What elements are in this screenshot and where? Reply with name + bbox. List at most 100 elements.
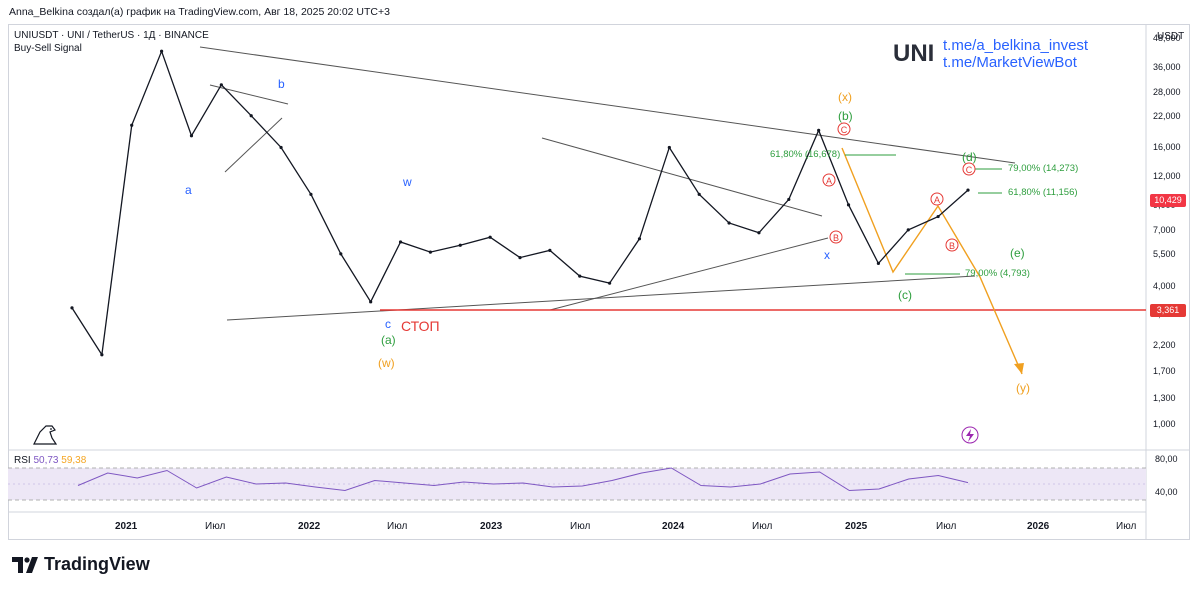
time-axis-label: 2022 (298, 521, 321, 532)
price-tick-label: 28,000 (1153, 86, 1181, 97)
wave-paren-a-label: (a) (381, 333, 396, 347)
price-point (130, 123, 134, 127)
time-axis-label: 2024 (662, 521, 685, 532)
tradingview-logo-text: TradingView (44, 554, 150, 574)
price-point (339, 252, 343, 256)
price-point (846, 203, 851, 207)
price-point (398, 240, 403, 244)
price-tick-label: 7,000 (1153, 224, 1176, 235)
price-point (578, 274, 582, 278)
price-point (787, 197, 791, 202)
chart-frame[interactable] (8, 24, 1190, 540)
wave-c-label: c (385, 317, 391, 331)
projection-arrowhead (1014, 363, 1024, 374)
price-series (70, 49, 970, 357)
wave-b-label: b (278, 77, 285, 91)
price-tick-label: 4,000 (1153, 280, 1176, 291)
rsi-tick-80: 80,00 (1155, 454, 1178, 464)
price-point (160, 49, 164, 53)
time-axis-label: 2021 (115, 521, 138, 532)
price-point (936, 214, 940, 219)
wave-a-label: a (185, 183, 192, 197)
circle-b-label: B (833, 233, 839, 243)
price-point (966, 188, 970, 192)
rsi-line (77, 467, 969, 492)
price-point (727, 221, 731, 225)
circle-c2-label: C (966, 165, 973, 175)
mid-lower-trendline (549, 237, 829, 311)
lightning-icon[interactable] (961, 426, 979, 444)
wave-paren-w-label: (w) (378, 356, 395, 370)
chart-caption: Anna_Belkina создал(а) график на Trading… (9, 6, 390, 18)
flag-upper-line (209, 84, 289, 105)
indicator-legend[interactable]: Buy-Sell Signal (14, 43, 82, 54)
flag-lower-line (224, 117, 283, 173)
circle-b2-label: B (949, 241, 955, 251)
currency-label[interactable]: USDT (1157, 31, 1185, 42)
lower-trendline (226, 275, 976, 321)
price-point (219, 83, 223, 87)
dino-icon (33, 425, 58, 445)
circle-b-marker: B (829, 230, 843, 244)
price-point (876, 261, 881, 265)
price-tick-label: 1,700 (1153, 365, 1176, 376)
price-point (906, 228, 910, 232)
price-point (757, 231, 761, 235)
time-axis-label: 2023 (480, 521, 503, 532)
watermark-symbol: UNI (893, 40, 935, 67)
fib-label-1: 61,80% (16,678) (770, 149, 841, 160)
telegram-link-1[interactable]: t.me/a_belkina_invest (943, 37, 1089, 54)
price-tick-label: 12,000 (1153, 171, 1181, 182)
fib-label-3: 61,80% (11,156) (1008, 187, 1078, 198)
time-axis-label: 2025 (845, 521, 868, 532)
fib-label-4: 79,00% (4,793) (965, 268, 1030, 279)
upper-trendline (199, 46, 1016, 164)
circle-a-marker: A (822, 173, 836, 187)
price-point (70, 306, 74, 310)
rsi-value: 50,73 (33, 455, 59, 466)
rsi-series (77, 467, 969, 492)
price-line (71, 49, 969, 357)
price-tick-label: 36,000 (1153, 61, 1181, 72)
price-point (369, 300, 373, 304)
symbol-legend[interactable]: UNIUSDT · UNI / TetherUS · 1Д · BINANCE (14, 30, 209, 41)
circle-c2-marker: C (962, 162, 976, 176)
wave-paren-b-label: (b) (838, 109, 853, 123)
price-tick-label: 22,000 (1153, 110, 1181, 121)
price-point (458, 243, 462, 247)
wave-w-label: w (403, 175, 412, 189)
price-point (697, 192, 701, 196)
circle-b2-marker: B (945, 238, 959, 252)
mid-upper-trendline (541, 137, 823, 217)
wave-paren-e-label: (e) (1010, 246, 1025, 260)
price-tick-label: 48,000 (1153, 32, 1181, 43)
price-point (100, 353, 104, 357)
tradingview-logo[interactable]: TradingView (12, 554, 150, 575)
fib-label-2: 79,00% (14,273) (1008, 163, 1079, 174)
rsi-ma-value: 59,38 (61, 455, 87, 466)
time-axis-label: Июл (936, 521, 957, 532)
wave-paren-y-label: (y) (1016, 381, 1030, 395)
price-point (189, 134, 194, 138)
price-tick-label: 2,200 (1153, 340, 1176, 351)
circle-c-label: C (841, 125, 848, 135)
rsi-band (8, 468, 1146, 500)
time-axis-label: Июл (1116, 521, 1137, 532)
time-axis-label: 2026 (1027, 521, 1050, 532)
time-axis-label: Июл (205, 521, 226, 532)
price-point (309, 192, 313, 196)
wave-paren-x-label: (x) (838, 90, 852, 104)
circle-c-marker: C (837, 122, 851, 136)
price-point (667, 145, 671, 150)
price-point (249, 114, 253, 118)
price-point (428, 250, 432, 254)
stop-price-tag: 3,361 (1150, 304, 1186, 317)
circle-a2-label: A (934, 195, 940, 205)
telegram-link-2[interactable]: t.me/MarketViewBot (943, 54, 1077, 71)
price-tick-label: 5,500 (1153, 248, 1176, 259)
rsi-legend[interactable]: RSI 50,73 59,38 (14, 455, 86, 466)
rsi-tick-40: 40,00 (1155, 487, 1178, 497)
circle-a-label: A (826, 176, 832, 186)
tradingview-logo-icon (12, 556, 38, 573)
